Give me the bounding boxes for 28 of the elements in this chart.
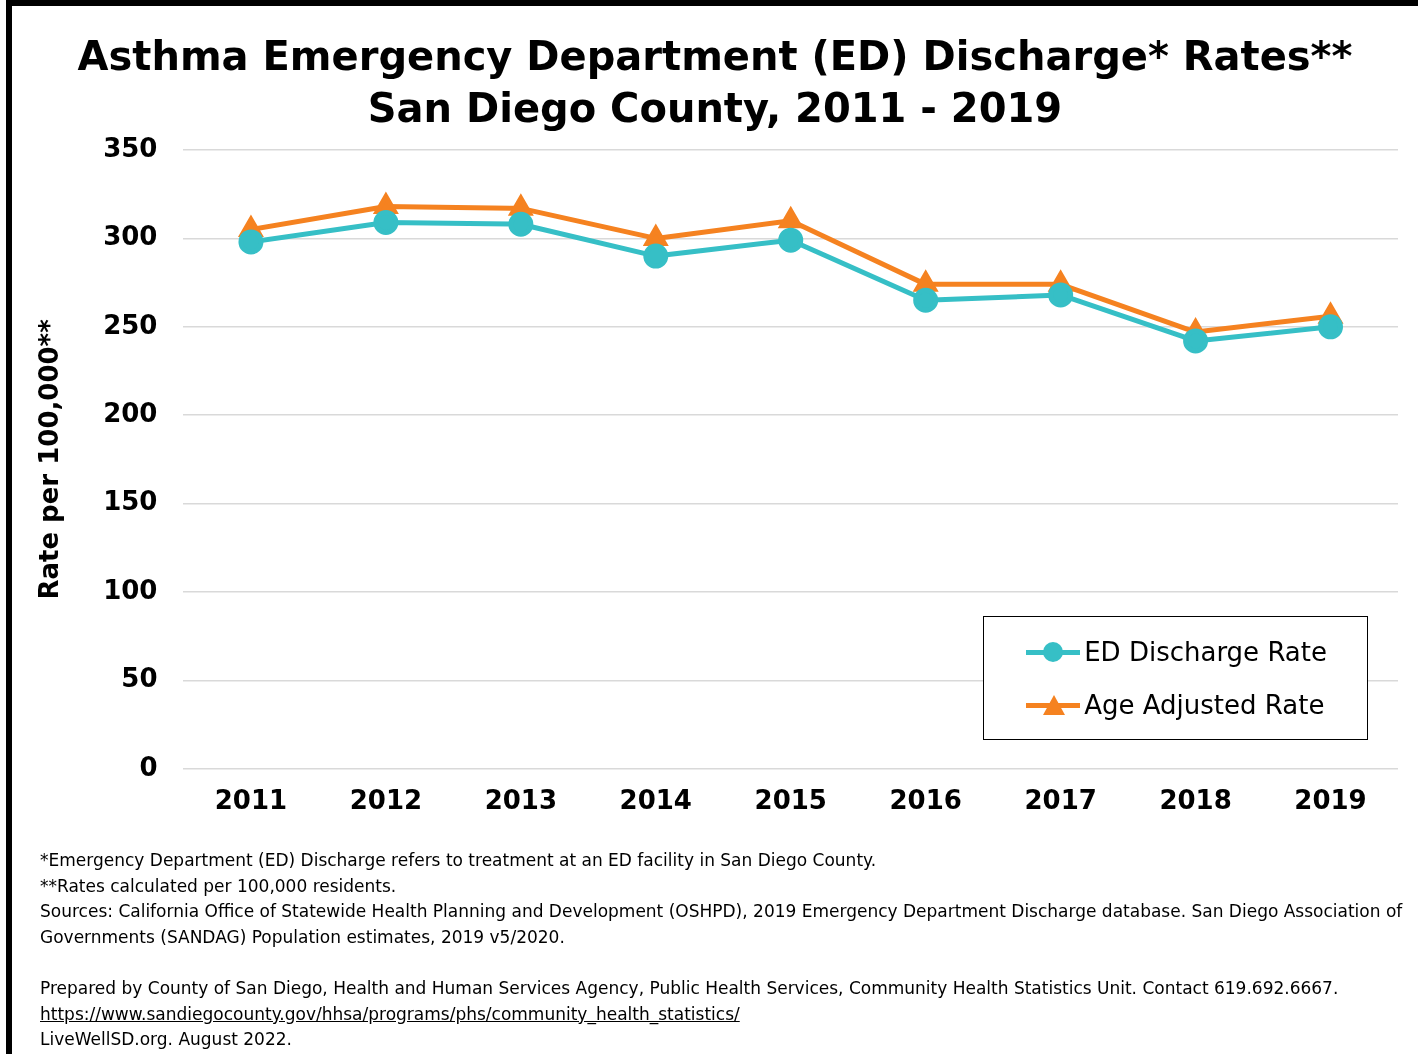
x-tick-label: 2016 bbox=[889, 785, 962, 816]
legend-label: ED Discharge Rate bbox=[1084, 636, 1327, 667]
y-axis-title: Rate per 100,000** bbox=[34, 318, 65, 600]
text: https://www.sandiegocounty.gov/hhsa/programs/phs/community_health_statistics/ bbox=[40, 1003, 740, 1024]
y-tick-label: 150 bbox=[103, 486, 158, 517]
x-tick-label: 2011 bbox=[214, 785, 288, 816]
x-tick-label: 2013 bbox=[484, 785, 558, 816]
chart-subtitle: San Diego County, 2011 - 2019 bbox=[367, 85, 1063, 132]
y-tick-label: 50 bbox=[121, 663, 158, 694]
y-tick-label: 0 bbox=[139, 751, 158, 782]
y-tick-label: 100 bbox=[103, 574, 158, 605]
x-tick-label: 2018 bbox=[1159, 785, 1232, 816]
legend-label: Age Adjusted Rate bbox=[1084, 689, 1325, 720]
text: **Rates calculated per 100,000 residents. bbox=[40, 874, 398, 898]
y-tick-label: 200 bbox=[103, 397, 158, 428]
text: LiveWellSD.org. August 2022. bbox=[40, 1028, 293, 1051]
x-tick-label: 2017 bbox=[1024, 785, 1097, 816]
x-tick-label: 2015 bbox=[754, 785, 827, 816]
y-tick-label: 350 bbox=[103, 132, 158, 163]
chart-title: Asthma Emergency Department (ED) Discharge* Rates** bbox=[77, 33, 1353, 80]
y-tick-label: 300 bbox=[103, 221, 158, 252]
y-tick-label: 250 bbox=[103, 309, 158, 340]
x-tick-label: 2012 bbox=[349, 785, 423, 816]
source-note: Sources: California Office of Statewide Health Planning and Development (OSHPD), 2019 Emergency Department Discharge database. San Diego Association of Governments (SANDAG) Population estimates, 2019 v5/2020. bbox=[40, 900, 1404, 949]
x-tick-label: 2019 bbox=[1294, 785, 1367, 816]
x-tick-label: 2014 bbox=[619, 785, 692, 816]
text: Prepared by County of San Diego, Health and Human Services Agency, Public Health Services, Community Health Statistics Unit. Contact 619.692.6667. bbox=[40, 977, 1340, 1000]
text: *Emergency Department (ED) Discharge refers to treatment at an ED facility in San Diego County. bbox=[40, 849, 878, 872]
